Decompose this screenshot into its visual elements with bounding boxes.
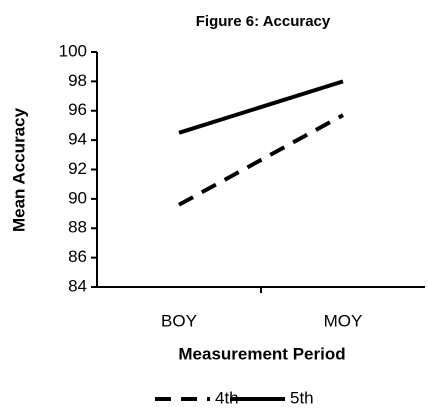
y-tick-label: 84 (68, 276, 87, 295)
series-line (178, 79, 344, 135)
y-tick-label: 88 (68, 218, 87, 237)
x-axis-label: Measurement Period (178, 344, 345, 363)
y-tick-label: 100 (59, 41, 87, 60)
y-tick-label: 94 (68, 130, 87, 149)
y-tick-label: 86 (68, 247, 87, 266)
y-tick-label: 92 (68, 159, 87, 178)
y-tick-label: 96 (68, 100, 87, 119)
x-tick-label: MOY (324, 311, 363, 330)
y-tick-label: 90 (68, 188, 87, 207)
legend-label: 4th (215, 388, 239, 407)
y-axis-label: Mean Accuracy (9, 107, 28, 232)
x-tick-label: BOY (161, 311, 197, 330)
legend-label: 5th (290, 388, 314, 407)
series-line (178, 113, 344, 207)
chart-title: Figure 6: Accuracy (196, 13, 331, 30)
y-tick-label: 98 (68, 71, 87, 90)
